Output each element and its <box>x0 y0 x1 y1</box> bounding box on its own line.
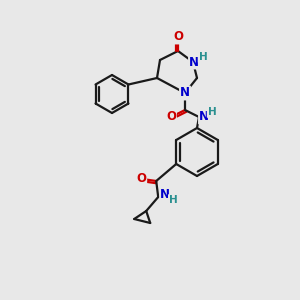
Text: H: H <box>199 52 207 62</box>
Text: O: O <box>136 172 146 185</box>
Text: H: H <box>208 107 216 117</box>
Text: N: N <box>189 56 199 68</box>
Text: O: O <box>166 110 176 124</box>
Text: H: H <box>169 195 178 205</box>
Text: N: N <box>199 110 209 124</box>
Text: O: O <box>173 31 183 44</box>
Text: N: N <box>160 188 170 200</box>
Text: N: N <box>180 86 190 100</box>
